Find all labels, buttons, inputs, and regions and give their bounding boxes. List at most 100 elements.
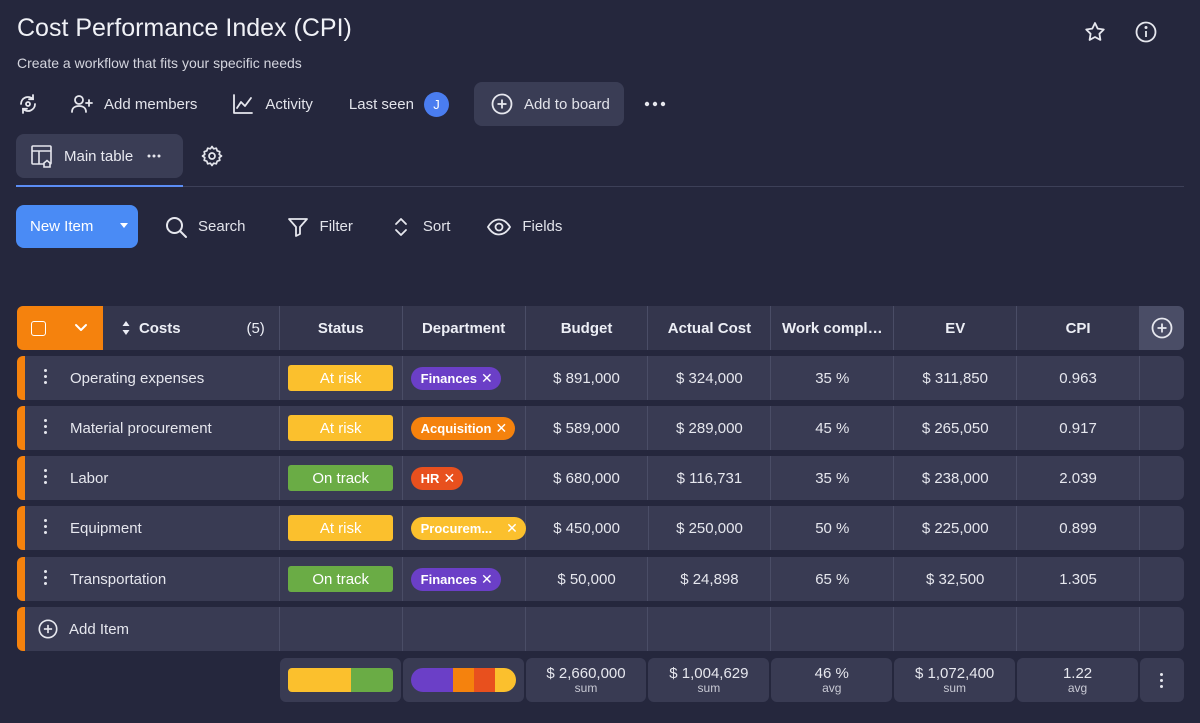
column-header-ev[interactable]: EV	[894, 306, 1018, 350]
work-complete-cell[interactable]: 50 %	[771, 506, 895, 550]
actual-cost-cell[interactable]: $ 24,898	[648, 557, 772, 601]
sort-button[interactable]: Sort	[389, 215, 450, 239]
column-header-work-complete[interactable]: Work compl…	[771, 306, 895, 350]
item-name-cell[interactable]: Transportation	[17, 557, 280, 601]
column-header-status[interactable]: Status	[280, 306, 403, 350]
select-all[interactable]	[17, 306, 103, 350]
tab-main-table[interactable]: Main table	[16, 134, 183, 178]
add-item-button[interactable]: Add Item	[17, 607, 280, 651]
table-row[interactable]: Operating expenses At risk Finances ✕ $ 8…	[17, 356, 1184, 400]
more-vertical-icon[interactable]	[1160, 672, 1164, 688]
table-row[interactable]: Equipment At risk Procurem... ✕ $ 450,000…	[17, 506, 1184, 550]
department-tag[interactable]: HR ✕	[410, 466, 464, 490]
work-complete-cell[interactable]: 45 %	[771, 406, 895, 450]
department-cell[interactable]: Finances ✕	[403, 356, 526, 400]
work-complete-cell[interactable]: 35 %	[771, 456, 895, 500]
add-to-board-button[interactable]: Add to board	[473, 82, 624, 126]
filter-button[interactable]: Filter	[286, 215, 353, 239]
remove-tag-icon[interactable]: ✕	[506, 519, 518, 536]
table-row[interactable]: Labor On track HR ✕ $ 680,000 $ 116,731 3…	[17, 456, 1184, 500]
budget-cell[interactable]: $ 50,000	[526, 557, 649, 601]
column-header-department[interactable]: Department	[403, 306, 526, 350]
chevron-down-icon	[75, 324, 87, 331]
remove-tag-icon[interactable]: ✕	[495, 419, 508, 436]
item-name-cell[interactable]: Material procurement	[17, 406, 280, 450]
department-cell[interactable]: HR ✕	[403, 456, 526, 500]
empty-cell	[1140, 506, 1184, 550]
item-name-cell[interactable]: Operating expenses	[17, 356, 280, 400]
actual-sum-label: sum	[697, 680, 721, 695]
budget-cell[interactable]: $ 589,000	[526, 406, 649, 450]
row-menu-icon[interactable]	[44, 369, 47, 384]
chevron-down-icon[interactable]	[120, 223, 128, 228]
select-all-checkbox[interactable]	[31, 320, 46, 336]
item-name-cell[interactable]: Equipment	[17, 506, 280, 550]
status-cell[interactable]: At risk	[280, 356, 403, 400]
item-name: Transportation	[70, 570, 167, 588]
avatar[interactable]: J	[423, 91, 449, 117]
work-complete-cell[interactable]: 65 %	[771, 557, 895, 601]
department-cell[interactable]: Procurem... ✕	[403, 506, 526, 550]
department-tag[interactable]: Finances ✕	[410, 567, 501, 591]
info-icon[interactable]	[1133, 19, 1159, 45]
actual-cost-cell[interactable]: $ 250,000	[649, 506, 772, 550]
budget-cell[interactable]: $ 680,000	[526, 456, 649, 500]
remove-tag-icon[interactable]: ✕	[443, 469, 456, 486]
more-options-icon[interactable]	[644, 101, 666, 107]
department-tag[interactable]: Acquisition ✕	[410, 416, 516, 440]
ev-sum-label: sum	[943, 680, 966, 695]
last-seen[interactable]: Last seen J	[349, 91, 449, 117]
work-complete-cell[interactable]: 35 %	[771, 356, 895, 400]
empty-cell	[1140, 557, 1184, 601]
add-members-button[interactable]: Add members	[70, 92, 197, 116]
actual-cost-cell[interactable]: $ 116,731	[648, 456, 772, 500]
table-row[interactable]: Material procurement At risk Acquisition…	[17, 406, 1184, 450]
department-cell[interactable]: Finances ✕	[403, 557, 526, 601]
budget-cell[interactable]: $ 450,000	[526, 506, 649, 550]
row-menu-icon[interactable]	[44, 469, 47, 484]
sort-arrows-icon	[122, 321, 130, 335]
department-cell[interactable]: Acquisition ✕	[403, 406, 526, 450]
budget-sum-value: $ 2,660,000	[546, 664, 626, 682]
table-header: Costs (5) Status Department Budget Actua…	[17, 306, 1184, 350]
sort-icon	[394, 217, 407, 236]
department-tag-label: Finances	[420, 571, 478, 587]
remove-tag-icon[interactable]: ✕	[481, 570, 493, 587]
department-tag-label: Procurem...	[420, 520, 493, 536]
actual-cost-cell[interactable]: $ 289,000	[648, 406, 772, 450]
actual-cost-cell[interactable]: $ 324,000	[648, 356, 772, 400]
add-item-label: Add Item	[69, 620, 130, 638]
row-menu-icon[interactable]	[44, 570, 47, 585]
status-summary	[279, 658, 401, 702]
new-item-button[interactable]: New Item	[16, 205, 138, 248]
add-column-button[interactable]	[1140, 306, 1184, 350]
remove-tag-icon[interactable]: ✕	[481, 369, 493, 386]
status-cell[interactable]: On track	[280, 456, 403, 500]
item-name-cell[interactable]: Labor	[17, 456, 280, 500]
column-header-actual-cost[interactable]: Actual Cost	[648, 306, 772, 350]
summary-menu[interactable]	[1140, 658, 1184, 702]
column-header-cpi[interactable]: CPI	[1017, 306, 1141, 350]
add-item-row[interactable]: Add Item	[17, 607, 1184, 651]
gear-icon[interactable]	[199, 143, 225, 169]
activity-button[interactable]: Activity	[231, 92, 313, 116]
sync-icon[interactable]	[16, 92, 40, 116]
filter-icon	[287, 217, 308, 237]
star-icon[interactable]	[1082, 19, 1108, 45]
row-menu-icon[interactable]	[44, 419, 47, 434]
search-button[interactable]: Search	[164, 215, 246, 239]
column-header-costs[interactable]: Costs (5)	[103, 306, 280, 350]
table-row[interactable]: Transportation On track Finances ✕ $ 50,0…	[17, 557, 1184, 601]
department-tag[interactable]: Finances ✕	[410, 366, 501, 390]
row-menu-icon[interactable]	[44, 519, 47, 534]
tab-more-icon[interactable]	[147, 154, 161, 158]
status-cell[interactable]: At risk	[280, 406, 403, 450]
budget-cell[interactable]: $ 891,000	[526, 356, 649, 400]
status-badge: On track	[288, 566, 394, 592]
status-cell[interactable]: At risk	[280, 506, 403, 550]
cpi-avg-label: avg	[1067, 680, 1088, 695]
status-cell[interactable]: On track	[280, 557, 403, 601]
department-tag[interactable]: Procurem... ✕	[410, 516, 526, 540]
fields-button[interactable]: Fields	[486, 215, 562, 239]
column-header-budget[interactable]: Budget	[526, 306, 649, 350]
